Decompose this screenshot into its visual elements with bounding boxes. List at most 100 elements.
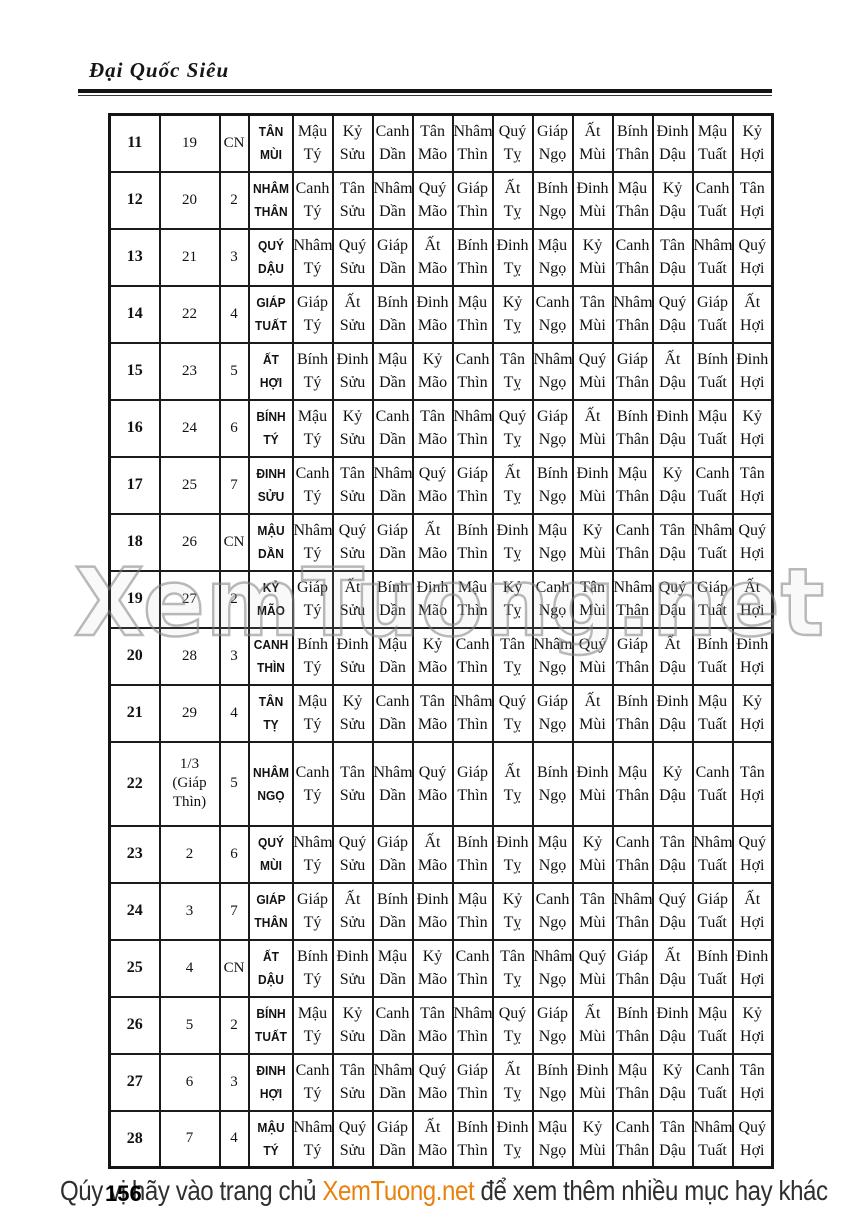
table-row: 11 19 CN TÂN MÙI Mậu Tý Kỷ Sửu Canh Dần Tân Mão Nhâm T… (108, 113, 774, 173)
canchi-hour-cell: Bính Tý (291, 341, 334, 401)
canchi-hour-cell: Nhâm Thìn (451, 683, 494, 743)
canchi-hour-cell: Bính Dần (371, 284, 414, 344)
canchi-hour-cell: Quý Sửu (331, 1109, 374, 1169)
canchi-hour-cell: Tân Dậu (651, 512, 694, 572)
canchi-hour-cell: Nhâm Dần (371, 1052, 414, 1112)
canchi-hour-cell: Ất Mão (411, 824, 454, 884)
canchi-hour-cell: Mậu Thìn (451, 881, 494, 941)
canchi-hour-cell: Kỷ Tỵ (491, 284, 534, 344)
canchi-hour-cell: Ất Mùi (571, 683, 614, 743)
day-index-cell: 23 (108, 824, 161, 884)
table-row: 28 7 4 MẬU TÝ Nhâm Tý Quý Sửu Giáp Dần Ất Mão Bính Thì… (108, 1109, 774, 1169)
canchi-day-name-cell: MẬU TÝ (247, 1109, 294, 1169)
canchi-hour-cell: Đinh Tỵ (491, 824, 534, 884)
canchi-hour-cell: Kỷ Dậu (651, 170, 694, 230)
canchi-hour-cell: Mậu Thân (611, 455, 654, 515)
canchi-hour-cell: Kỷ Mùi (571, 1109, 614, 1169)
canchi-day-name-cell: KỶ MÃO (247, 569, 294, 629)
canchi-hour-cell: Canh Thân (611, 512, 654, 572)
canchi-hour-cell: Đinh Sửu (331, 626, 374, 686)
canchi-hour-cell: Ất Tỵ (491, 1052, 534, 1112)
canchi-hour-cell: Kỷ Mão (411, 938, 454, 998)
canchi-hour-cell: Quý Mùi (571, 341, 614, 401)
day-index-cell: 18 (108, 512, 161, 572)
canchi-hour-cell: Ất Mão (411, 227, 454, 287)
canchi-hour-cell: Ất Sửu (331, 569, 374, 629)
canchi-hour-cell: Giáp Dần (371, 227, 414, 287)
canchi-hour-cell: Bính Thìn (451, 1109, 494, 1169)
canchi-hour-cell: Ất Mùi (571, 995, 614, 1055)
lunar-date-cell: 1/3 (Giáp Thìn) (158, 740, 221, 827)
weekday-cell: 2 (218, 569, 250, 629)
day-index-cell: 13 (108, 227, 161, 287)
canchi-hour-cell: Bính Thân (611, 683, 654, 743)
footer-text-before: Qúy vị hãy vào trang chủ (60, 1175, 323, 1206)
lunar-date-cell: 29 (158, 683, 221, 743)
table-row: 26 5 2 BÍNH TUẤT Mậu Tý Kỷ Sửu Canh Dần Tân Mão Nhâm T… (108, 995, 774, 1055)
canchi-hour-cell: Bính Dần (371, 881, 414, 941)
canchi-hour-cell: Giáp Ngọ (531, 995, 574, 1055)
canchi-hour-cell: Tân Hợi (731, 740, 774, 827)
canchi-hour-cell: Kỷ Mùi (571, 512, 614, 572)
canchi-hour-cell: Mậu Tý (291, 683, 334, 743)
table-row: 20 28 3 CANH THÌN Bính Tý Đinh Sửu Mậu Dần Kỷ Mão Can… (108, 626, 774, 686)
canchi-hour-cell: Mậu Thân (611, 740, 654, 827)
canchi-day-name-cell: ĐINH SỬU (247, 455, 294, 515)
canchi-hour-cell: Mậu Tý (291, 398, 334, 458)
lunar-date-cell: 4 (158, 938, 221, 998)
table-row: 21 29 4 TÂN TỴ Mậu Tý Kỷ Sửu Canh Dần Tân Mão Nhâm Thì… (108, 683, 774, 743)
lunar-date-cell: 22 (158, 284, 221, 344)
canchi-hour-cell: Đinh Mùi (571, 170, 614, 230)
canchi-hour-cell: Bính Thìn (451, 824, 494, 884)
canchi-hour-cell: Canh Ngọ (531, 569, 574, 629)
canchi-hour-cell: Kỷ Tỵ (491, 881, 534, 941)
weekday-cell: CN (218, 938, 250, 998)
canchi-hour-cell: Đinh Hợi (731, 938, 774, 998)
canchi-hour-cell: Ất Dậu (651, 938, 694, 998)
canchi-hour-cell: Quý Dậu (651, 881, 694, 941)
canchi-hour-cell: Bính Thân (611, 995, 654, 1055)
canchi-hour-cell: Giáp Thân (611, 938, 654, 998)
table-row: 13 21 3 QUÝ DẬU Nhâm Tý Quý Sửu Giáp Dần Ất Mão Bính T… (108, 227, 774, 287)
canchi-hour-cell: Đinh Mão (411, 284, 454, 344)
canchi-hour-cell: Tân Tỵ (491, 938, 534, 998)
table-row: 17 25 7 ĐINH SỬU Canh Tý Tân Sửu Nhâm Dần Quý Mão Giá… (108, 455, 774, 515)
canchi-hour-cell: Tân Mão (411, 995, 454, 1055)
canchi-hour-cell: Kỷ Sửu (331, 398, 374, 458)
day-index-cell: 19 (108, 569, 161, 629)
canchi-hour-cell: Quý Tỵ (491, 398, 534, 458)
canchi-hour-cell: Tân Tỵ (491, 341, 534, 401)
canchi-hour-cell: Nhâm Thân (611, 569, 654, 629)
canchi-hour-cell: Quý Mão (411, 455, 454, 515)
canchi-hour-cell: Giáp Dần (371, 512, 414, 572)
day-index-cell: 28 (108, 1109, 161, 1169)
canchi-hour-cell: Nhâm Thìn (451, 113, 494, 173)
footer-brand-link[interactable]: XemTuong.net (322, 1175, 475, 1206)
canchi-hour-cell: Tân Sửu (331, 1052, 374, 1112)
lunar-date-cell: 6 (158, 1052, 221, 1112)
canchi-hour-cell: Ất Tỵ (491, 740, 534, 827)
canchi-hour-cell: Giáp Thìn (451, 170, 494, 230)
book-title: Đại Quốc Siêu (89, 58, 230, 82)
canchi-hour-cell: Mậu Thìn (451, 284, 494, 344)
canchi-day-name-cell: ĐINH HỢI (247, 1052, 294, 1112)
canchi-hour-cell: Đinh Tỵ (491, 512, 534, 572)
canchi-hour-cell: Tân Mão (411, 398, 454, 458)
canchi-hour-cell: Mậu Thân (611, 1052, 654, 1112)
canchi-hour-cell: Quý Mùi (571, 938, 614, 998)
canchi-hour-cell: Quý Hợi (731, 512, 774, 572)
canchi-hour-cell: Kỷ Tỵ (491, 569, 534, 629)
canchi-hour-cell: Nhâm Thân (611, 881, 654, 941)
lunar-date-cell: 19 (158, 113, 221, 173)
day-index-cell: 15 (108, 341, 161, 401)
canchi-hour-cell: Bính Thìn (451, 227, 494, 287)
canchi-hour-cell: Canh Dần (371, 683, 414, 743)
canchi-hour-cell: Đinh Mão (411, 881, 454, 941)
canchi-hour-cell: Kỷ Dậu (651, 740, 694, 827)
canchi-hour-cell: Ất Mùi (571, 398, 614, 458)
canchi-day-name-cell: QUÝ MÙI (247, 824, 294, 884)
weekday-cell: 4 (218, 683, 250, 743)
canchi-hour-cell: Quý Mão (411, 170, 454, 230)
canchi-hour-cell: Tân Sửu (331, 170, 374, 230)
canchi-hour-cell: Giáp Thìn (451, 455, 494, 515)
